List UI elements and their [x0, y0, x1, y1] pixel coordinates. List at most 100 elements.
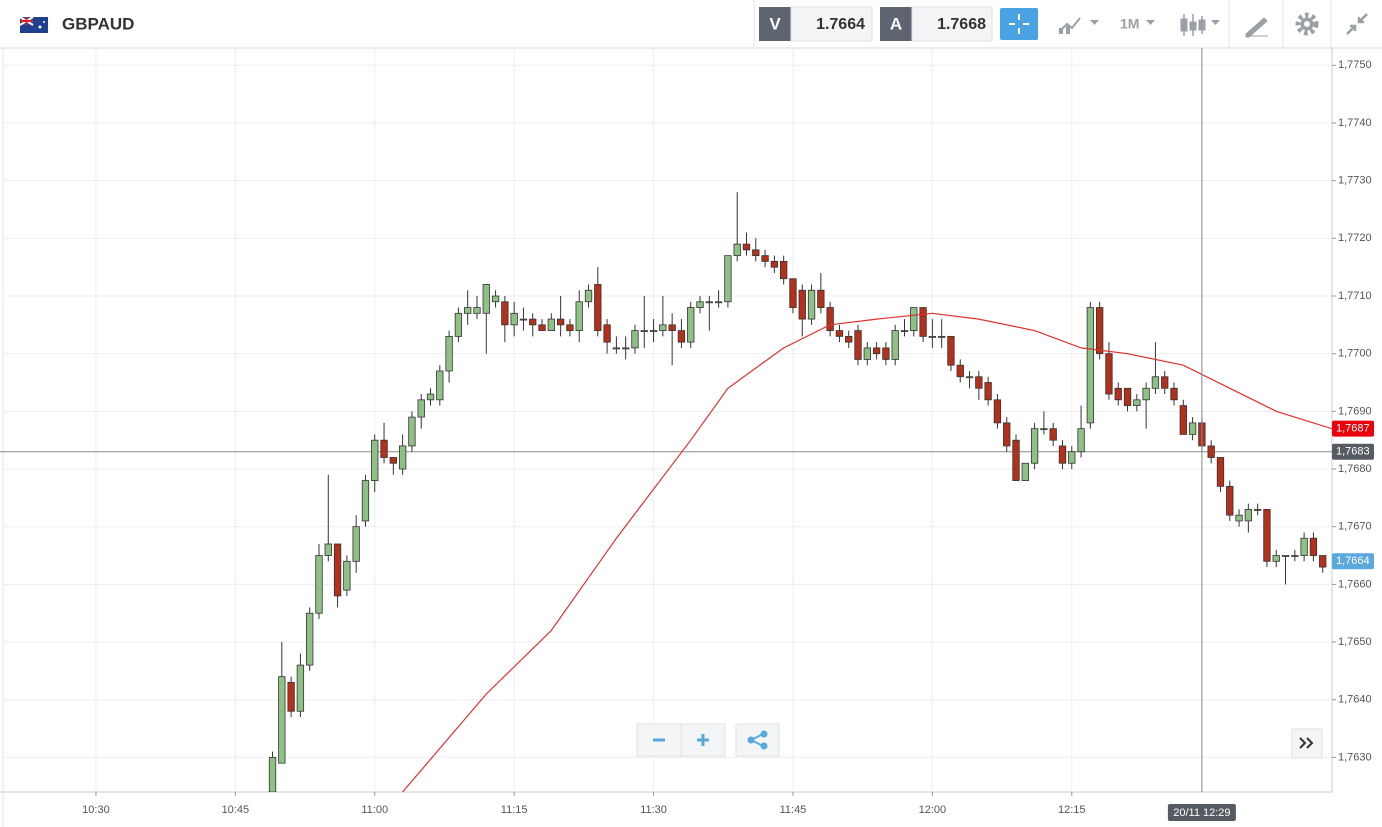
ask-badge [880, 7, 912, 41]
candle-body [473, 307, 481, 314]
symbol: GBPAUD [62, 14, 134, 33]
y-tick-label: 1,7740 [1338, 117, 1372, 129]
candle-body [724, 255, 732, 303]
candle-body [956, 364, 964, 378]
share-button[interactable] [735, 723, 780, 757]
candle-body [510, 312, 518, 326]
y-tick-label: 1,7640 [1338, 694, 1372, 706]
candle-body [1142, 387, 1150, 401]
y-tick-label: 1,7630 [1338, 751, 1372, 763]
candle-body [566, 324, 574, 332]
bid-price: 1.7664 [816, 16, 865, 33]
candle-body [278, 676, 286, 764]
candle-body [789, 278, 797, 308]
x-tick-label: 11:00 [361, 804, 388, 816]
candle-body [1226, 485, 1234, 516]
candle-body [668, 324, 676, 332]
candle-body [1003, 422, 1011, 447]
candle-body [1170, 387, 1178, 401]
collapse-button[interactable] [1346, 13, 1368, 35]
candle-body [371, 439, 379, 481]
bid-box[interactable] [790, 6, 873, 42]
candle-body [659, 324, 667, 332]
x-tick-label: 10:45 [222, 804, 250, 816]
y-tick-label: 1,7650 [1338, 636, 1372, 648]
candle-body [1086, 307, 1095, 424]
price-marker [1332, 553, 1374, 570]
x-tick-label: 12:15 [1058, 804, 1086, 816]
y-tick-label: 1,7720 [1338, 232, 1372, 244]
candle-body [445, 335, 453, 372]
candle-body [417, 399, 425, 418]
candle-body [752, 249, 760, 257]
candle-body [1049, 428, 1057, 441]
candle-body [807, 289, 816, 320]
grid [0, 48, 1332, 792]
candle-body [975, 376, 983, 389]
plot-area [268, 48, 1332, 792]
candle-body [454, 312, 463, 337]
y-tick-label: 1,7710 [1338, 290, 1372, 302]
candle-body [389, 457, 397, 464]
zoom-out-button[interactable] [636, 723, 682, 757]
zoom-in-button[interactable] [680, 723, 726, 757]
interval-button[interactable]: 1M [1120, 16, 1155, 32]
candle-body [482, 284, 490, 314]
crosshair-x-label: 20/11 12:29 [1173, 807, 1230, 819]
candle-body [594, 284, 602, 332]
crosshair-button[interactable] [1000, 8, 1038, 40]
candle-body [575, 301, 583, 332]
candle-body [1040, 428, 1048, 431]
candle-body [333, 543, 342, 597]
candle-body [1151, 376, 1160, 389]
candle-body [501, 301, 509, 326]
candle-body [714, 301, 723, 304]
candle-body [872, 347, 881, 355]
ask-box[interactable] [911, 6, 993, 42]
indicator-button[interactable] [1058, 17, 1099, 34]
candle-body [268, 756, 277, 792]
settings-button[interactable] [1295, 12, 1319, 36]
candle-body [612, 347, 621, 350]
candle-body [900, 330, 909, 333]
candle-body [1114, 387, 1122, 401]
candle-body [1133, 399, 1141, 406]
candle-body [677, 330, 686, 343]
candle-body [584, 289, 593, 303]
y-tick-label: 1,7680 [1338, 463, 1372, 475]
candle-body [1216, 457, 1225, 487]
candle-body [1077, 428, 1085, 453]
x-tick-label: 11:15 [501, 804, 528, 816]
candle-body [1030, 428, 1039, 464]
chart-type-button[interactable] [1180, 14, 1220, 36]
candle-body [352, 526, 360, 562]
y-tick-label: 1,7670 [1338, 521, 1372, 533]
candle-body [296, 664, 305, 712]
candle-body [519, 318, 528, 321]
ask-label: A [890, 14, 902, 33]
candle-body [343, 560, 351, 591]
axes: 1,7630 1,7640 1,7650 1,7660 1,7670 1,7680 1,76… [82, 59, 1374, 821]
scroll-right-button[interactable] [1291, 728, 1323, 759]
candle-body [398, 445, 407, 470]
candle-body [287, 682, 295, 712]
candle-body [1179, 405, 1187, 435]
draw-button[interactable] [1245, 17, 1268, 38]
candle-body [1291, 555, 1299, 557]
candle-body [1207, 445, 1215, 458]
candle-body [1253, 508, 1262, 511]
price-marker-label: 1,7687 [1336, 423, 1370, 435]
candle-body [845, 335, 853, 343]
candle-body [919, 307, 927, 337]
candle-body [306, 612, 314, 666]
ask-price: 1.7668 [937, 16, 986, 33]
crosshair-x-badge [1167, 804, 1236, 821]
candle-body [761, 255, 769, 262]
candle-body [1263, 508, 1271, 562]
price-marker-label: 1,7664 [1336, 555, 1370, 567]
candle-body [380, 439, 388, 458]
candle-body [798, 289, 806, 320]
